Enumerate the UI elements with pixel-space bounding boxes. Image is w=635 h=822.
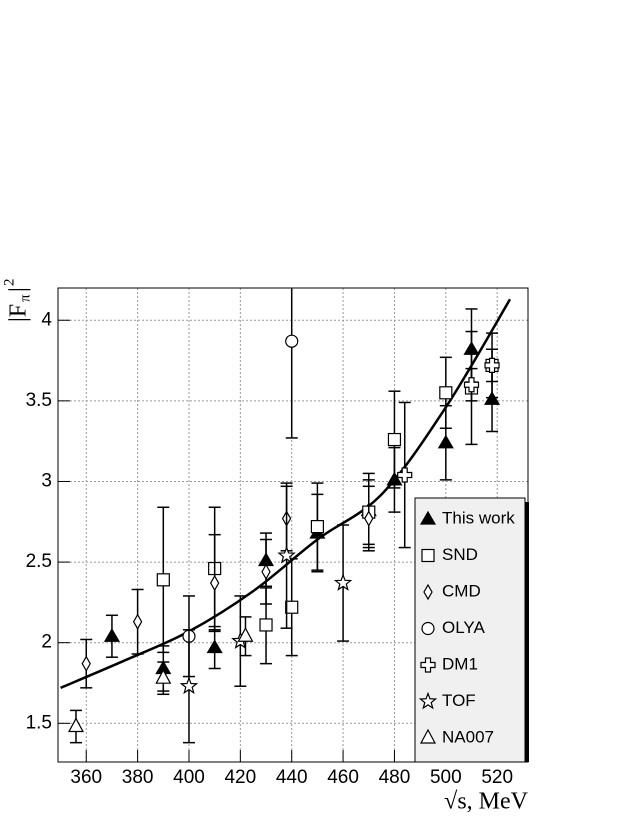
legend	[414, 497, 526, 763]
marker	[81, 655, 91, 672]
marker	[277, 545, 296, 564]
error-bar	[285, 288, 298, 439]
x-tick-label: 480	[379, 767, 411, 788]
marker	[132, 613, 143, 630]
y-label-part: |	[6, 287, 32, 292]
legend-label: TOF	[442, 691, 476, 710]
y-tick-label: 3	[41, 470, 52, 491]
marker	[261, 563, 271, 580]
legend-marker	[420, 657, 436, 673]
legend-label: This work	[442, 508, 515, 527]
marker	[103, 628, 120, 642]
legend-marker	[423, 583, 433, 601]
marker	[333, 573, 353, 591]
y-tick-label: 2	[41, 632, 52, 653]
legend-marker	[419, 728, 437, 744]
marker	[285, 600, 299, 614]
legend-marker	[421, 621, 435, 636]
marker	[285, 334, 299, 348]
y-tick-label: 1.5	[26, 712, 52, 733]
x-axis-label: √s, MeV	[444, 789, 529, 815]
y-label-part: π	[17, 294, 33, 302]
marker	[364, 510, 374, 527]
marker	[259, 618, 273, 632]
marker	[237, 626, 254, 642]
marker	[463, 377, 480, 393]
x-tick-label: 460	[327, 767, 359, 788]
legend-label: NA007	[442, 727, 494, 746]
legend-marker	[419, 510, 437, 525]
marker	[179, 676, 199, 695]
marker	[484, 357, 500, 373]
marker	[437, 434, 454, 449]
legend-marker	[421, 548, 435, 563]
x-tick-label: 360	[70, 767, 102, 788]
x-tick-label: 420	[224, 767, 256, 788]
y-tick-label: 3.5	[26, 390, 52, 411]
legend-marker	[418, 691, 438, 710]
y-label-part: 2	[1, 279, 17, 287]
x-tick-label: 520	[481, 767, 513, 788]
legend-label: SND	[442, 545, 478, 564]
marker	[206, 639, 223, 654]
y-tick-label: 2.5	[26, 551, 52, 572]
y-tick-label: 4	[41, 309, 52, 330]
marker	[209, 574, 220, 592]
marker	[156, 573, 170, 587]
x-tick-label: 500	[430, 767, 462, 788]
legend-label: DM1	[442, 654, 478, 673]
x-tick-label: 440	[276, 767, 308, 788]
x-tick-label: 380	[122, 767, 154, 788]
marker	[155, 668, 172, 684]
marker	[387, 432, 402, 447]
y-label-part: |F	[6, 304, 32, 322]
legend-label: OLYA	[442, 618, 485, 637]
legend-label: CMD	[442, 581, 481, 600]
y-axis-label: |F π | 2	[1, 279, 33, 323]
marker	[67, 717, 84, 733]
x-tick-label: 400	[173, 767, 205, 788]
marker	[310, 520, 324, 534]
marker	[439, 386, 453, 400]
marker	[397, 467, 413, 483]
